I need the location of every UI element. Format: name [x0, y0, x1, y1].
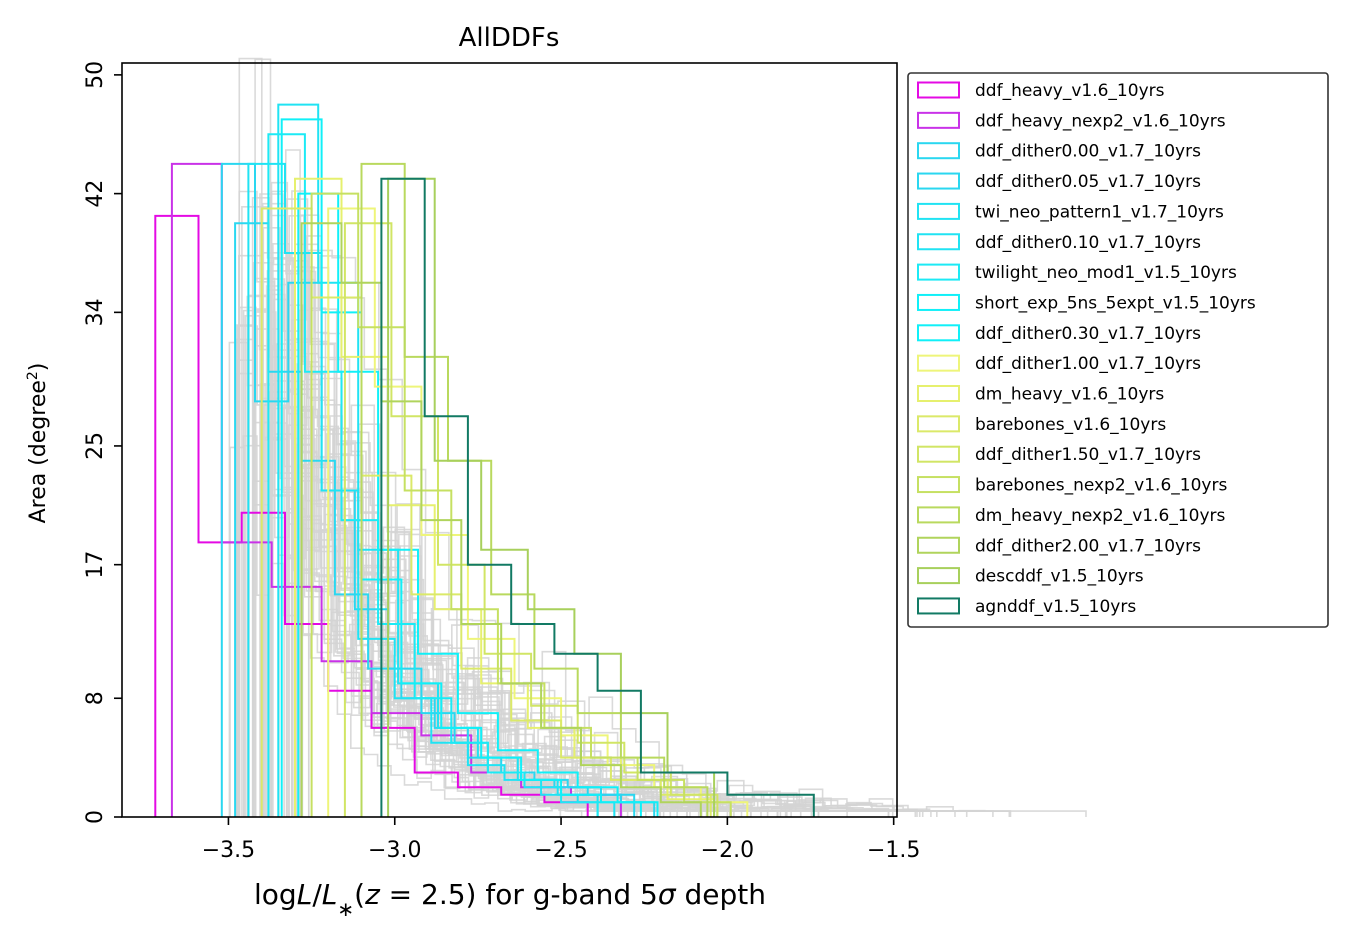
series-step-12 — [343, 222, 719, 817]
x-tick-label: −3.5 — [202, 838, 255, 863]
legend-label: ddf_dither0.30_v1.7_10yrs — [975, 324, 1201, 344]
legend-swatch — [917, 445, 960, 463]
background-step — [259, 383, 589, 817]
legend-label: barebones_nexp2_v1.6_10yrs — [975, 476, 1227, 496]
x-tick-label: −2.0 — [701, 838, 754, 863]
series-step-17 — [380, 177, 815, 817]
series-histograms — [154, 103, 815, 817]
legend-label: ddf_dither2.00_v1.7_10yrs — [975, 536, 1201, 556]
chart-title: AllDDFs — [459, 23, 560, 53]
legend-swatch — [917, 293, 960, 311]
legend-label: dm_heavy_v1.6_10yrs — [975, 385, 1164, 405]
legend-swatch — [917, 506, 960, 524]
legend-swatch — [917, 476, 960, 494]
y-axis-label-superscript: 2 — [25, 371, 41, 380]
legend-label: short_exp_5ns_5expt_v1.5_10yrs — [975, 293, 1256, 313]
legend-swatch — [917, 354, 960, 372]
legend-swatch — [917, 111, 960, 129]
legend-label: ddf_heavy_v1.6_10yrs — [975, 81, 1165, 101]
y-tick-label: 0 — [83, 810, 108, 824]
legend-swatch — [917, 567, 960, 585]
x-axis: −3.5 −3.0 −2.5 −2.0 −1.5 — [202, 817, 920, 863]
y-axis-label-close: ) — [26, 363, 51, 372]
legend-label: dm_heavy_nexp2_v1.6_10yrs — [975, 506, 1226, 526]
legend-label: ddf_dither0.10_v1.7_10yrs — [975, 233, 1201, 253]
y-tick-label: 42 — [83, 180, 108, 208]
legend-swatch — [917, 536, 960, 554]
legend-swatch — [917, 385, 960, 402]
x-tick-label: −1.5 — [867, 838, 920, 863]
series-step-5 — [247, 162, 616, 817]
legend-label: descddf_v1.5_10yrs — [975, 567, 1144, 587]
series-step-15 — [300, 222, 702, 817]
legend-label: barebones_v1.6_10yrs — [975, 415, 1166, 435]
legend-label: ddf_dither0.05_v1.7_10yrs — [975, 172, 1201, 192]
y-tick-label: 50 — [83, 61, 108, 89]
legend-swatch — [917, 263, 960, 281]
legend-swatch — [917, 324, 960, 342]
y-axis: 0 8 17 25 34 42 50 — [83, 61, 122, 824]
legend-swatch — [917, 172, 960, 190]
legend-label: twilight_neo_mod1_v1.5_10yrs — [975, 263, 1237, 283]
y-tick-label: 8 — [83, 691, 108, 705]
y-tick-label: 17 — [83, 551, 108, 579]
legend-label: agnddf_v1.5_10yrs — [975, 597, 1136, 617]
legend-swatch — [917, 142, 960, 160]
legend-label: twi_neo_pattern1_v1.7_10yrs — [975, 202, 1224, 222]
background-step — [246, 295, 968, 817]
legend-label: ddf_dither1.00_v1.7_10yrs — [975, 354, 1201, 374]
background-step — [290, 235, 665, 817]
x-tick-label: −2.5 — [534, 838, 587, 863]
background-step — [261, 252, 1087, 817]
legend: ddf_heavy_v1.6_10yrs ddf_heavy_nexp2_v1.6… — [907, 72, 1329, 628]
y-tick-label: 34 — [83, 298, 108, 326]
y-axis-label: Area (degree2) — [25, 363, 51, 524]
legend-label: ddf_dither0.00_v1.7_10yrs — [975, 142, 1201, 162]
legend-swatch — [917, 202, 960, 220]
background-step — [269, 293, 583, 817]
x-axis-label: logL/L∗(z = 2.5) for g-band 5σ depth — [254, 878, 766, 921]
y-axis-label-main: Area (degree — [26, 380, 51, 523]
legend-swatch — [917, 81, 960, 99]
background-step — [252, 380, 820, 817]
x-tick-label: −3.0 — [368, 838, 421, 863]
series-step-14 — [360, 162, 709, 817]
legend-frame — [907, 72, 1329, 628]
legend-swatch — [917, 233, 960, 251]
legend-label: ddf_dither1.50_v1.7_10yrs — [975, 445, 1201, 465]
background-step — [272, 243, 743, 817]
plot-frame — [121, 62, 898, 818]
legend-label: ddf_heavy_nexp2_v1.6_10yrs — [975, 111, 1226, 131]
background-step — [229, 435, 620, 817]
series-step-16 — [387, 177, 716, 817]
y-tick-label: 25 — [83, 432, 108, 460]
legend-swatch — [917, 415, 960, 433]
legend-swatch — [917, 597, 960, 615]
